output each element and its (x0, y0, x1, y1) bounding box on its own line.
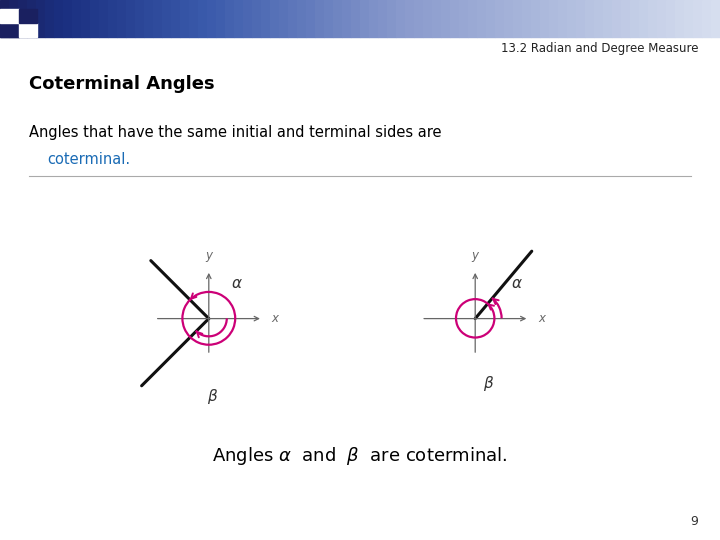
Bar (486, 0, 495, 37)
Text: x: x (271, 312, 279, 325)
Text: 13.2 Radian and Degree Measure: 13.2 Radian and Degree Measure (501, 42, 698, 55)
Text: $\alpha$: $\alpha$ (511, 275, 523, 291)
Bar (342, 0, 351, 37)
Bar (234, 0, 243, 37)
Bar (171, 0, 180, 37)
Bar (45, 0, 54, 37)
Bar (108, 0, 117, 37)
Text: $\alpha$: $\alpha$ (231, 275, 243, 291)
Bar (270, 0, 279, 37)
Bar (594, 0, 603, 37)
Bar (288, 0, 297, 37)
Bar (567, 0, 576, 37)
Bar (621, 0, 630, 37)
Bar (99, 0, 108, 37)
Text: 9: 9 (690, 515, 698, 528)
Bar (135, 0, 144, 37)
Bar (639, 0, 648, 37)
Bar (648, 0, 657, 37)
Text: Angles that have the same initial and terminal sides are: Angles that have the same initial and te… (29, 125, 441, 140)
Bar (126, 0, 135, 37)
Bar (144, 0, 153, 37)
Bar (9, 0, 18, 37)
Bar (225, 0, 234, 37)
Bar (441, 0, 450, 37)
Bar (459, 0, 468, 37)
Bar (504, 0, 513, 37)
Bar (90, 0, 99, 37)
Bar (585, 0, 594, 37)
Bar (477, 0, 486, 37)
Bar (630, 0, 639, 37)
Bar (297, 0, 306, 37)
Bar (540, 0, 549, 37)
Bar (576, 0, 585, 37)
Bar (495, 0, 504, 37)
Bar (36, 0, 45, 37)
Bar (369, 0, 378, 37)
Bar (657, 0, 666, 37)
Text: $\beta$: $\beta$ (207, 387, 218, 406)
Bar (531, 0, 540, 37)
Bar (684, 0, 693, 37)
Bar (405, 0, 414, 37)
Bar (711, 0, 720, 37)
Bar (153, 0, 162, 37)
Bar (558, 0, 567, 37)
Text: y: y (205, 249, 212, 262)
Bar (27, 0, 36, 37)
Bar (252, 0, 261, 37)
Bar (693, 0, 702, 37)
Bar (513, 0, 522, 37)
Bar (612, 0, 621, 37)
Bar (333, 0, 342, 37)
Bar (360, 0, 369, 37)
Bar (315, 0, 324, 37)
Bar (19, 9, 37, 23)
Bar (18, 0, 27, 37)
Bar (306, 0, 315, 37)
Text: y: y (472, 249, 479, 262)
Text: Coterminal Angles: Coterminal Angles (29, 75, 215, 93)
Bar (351, 0, 360, 37)
Bar (396, 0, 405, 37)
Bar (198, 0, 207, 37)
Bar (162, 0, 171, 37)
Bar (468, 0, 477, 37)
Bar (19, 23, 37, 37)
Bar (423, 0, 432, 37)
Bar (72, 0, 81, 37)
Bar (63, 0, 72, 37)
Bar (522, 0, 531, 37)
Bar (54, 0, 63, 37)
Text: Angles $\alpha$  and  $\beta$  are coterminal.: Angles $\alpha$ and $\beta$ are cotermin… (212, 446, 508, 467)
Bar (0, 23, 19, 37)
Bar (243, 0, 252, 37)
Bar (261, 0, 270, 37)
Bar (675, 0, 684, 37)
Text: coterminal.: coterminal. (47, 152, 130, 167)
Bar (432, 0, 441, 37)
Bar (387, 0, 396, 37)
Bar (0, 0, 9, 37)
Bar (207, 0, 216, 37)
Bar (414, 0, 423, 37)
Bar (450, 0, 459, 37)
Bar (180, 0, 189, 37)
Text: $\beta$: $\beta$ (483, 374, 495, 393)
Bar (549, 0, 558, 37)
Bar (603, 0, 612, 37)
Bar (666, 0, 675, 37)
Bar (279, 0, 288, 37)
Bar (81, 0, 90, 37)
Bar (117, 0, 126, 37)
Text: x: x (538, 312, 545, 325)
Bar (378, 0, 387, 37)
Bar (324, 0, 333, 37)
Bar (0, 9, 19, 23)
Bar (189, 0, 198, 37)
Bar (216, 0, 225, 37)
Bar (702, 0, 711, 37)
